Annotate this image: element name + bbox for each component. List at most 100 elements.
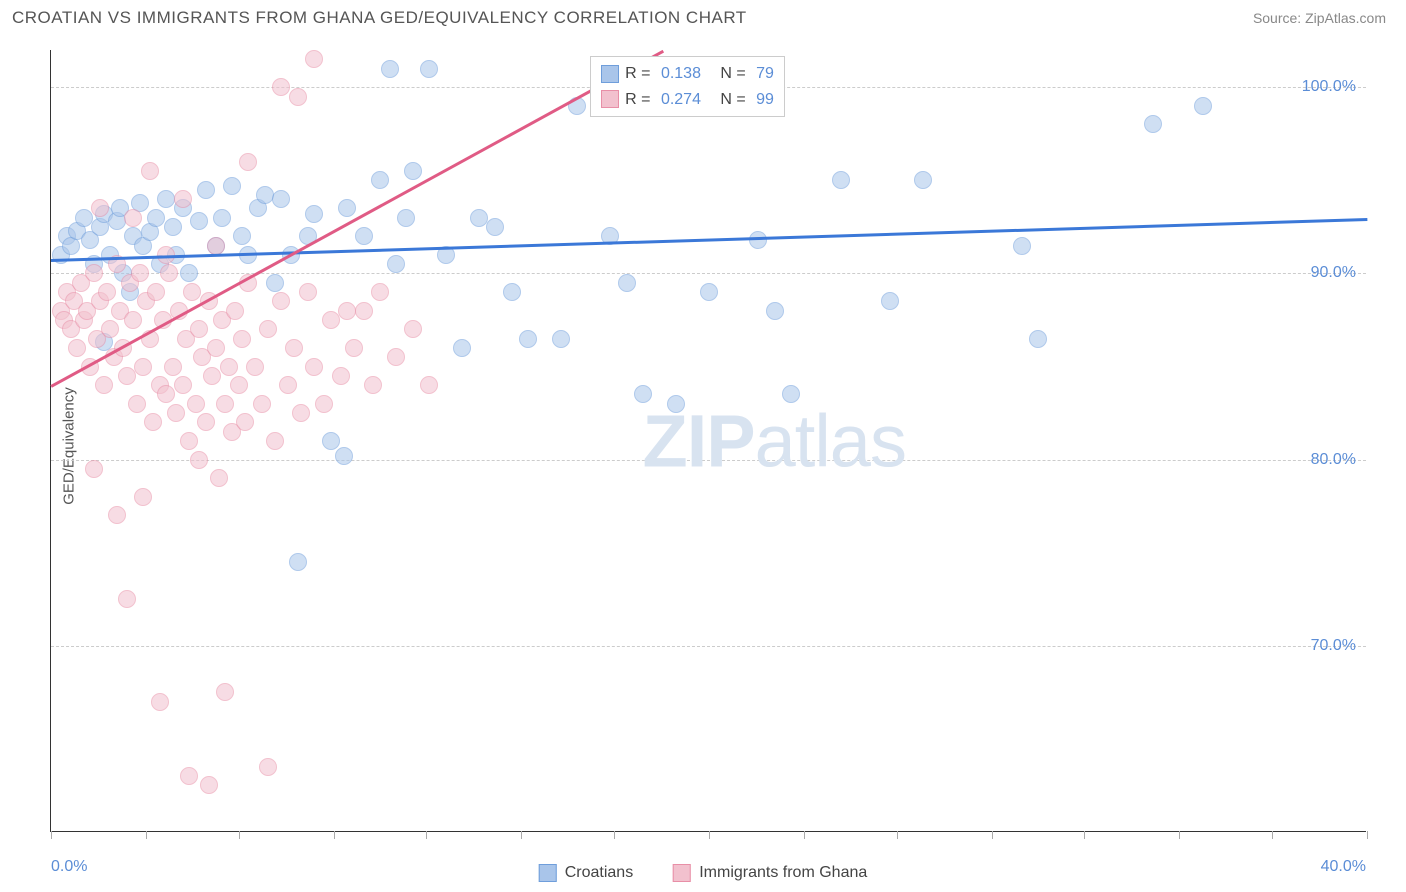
- scatter-point: [272, 292, 290, 310]
- x-tick: [897, 831, 898, 839]
- x-tick: [334, 831, 335, 839]
- scatter-point: [387, 255, 405, 273]
- scatter-point: [404, 320, 422, 338]
- legend-swatch: [601, 65, 619, 83]
- scatter-point: [371, 283, 389, 301]
- stats-legend-row: R = 0.274 N = 99: [601, 87, 774, 113]
- scatter-point: [881, 292, 899, 310]
- scatter-point: [272, 78, 290, 96]
- legend-r-label: R =: [625, 87, 655, 113]
- scatter-point: [147, 209, 165, 227]
- scatter-point: [230, 376, 248, 394]
- scatter-point: [164, 358, 182, 376]
- scatter-point: [470, 209, 488, 227]
- scatter-point: [233, 330, 251, 348]
- scatter-point: [134, 488, 152, 506]
- x-tick: [426, 831, 427, 839]
- scatter-point: [174, 376, 192, 394]
- scatter-point: [322, 432, 340, 450]
- scatter-point: [782, 385, 800, 403]
- x-tick-label: 40.0%: [1321, 858, 1366, 876]
- x-tick: [239, 831, 240, 839]
- scatter-point: [766, 302, 784, 320]
- scatter-point: [292, 404, 310, 422]
- legend-r-value: 0.274: [661, 87, 701, 113]
- scatter-point: [355, 227, 373, 245]
- scatter-point: [305, 205, 323, 223]
- legend-item: Immigrants from Ghana: [673, 864, 867, 882]
- trend-line: [50, 50, 663, 387]
- scatter-point: [749, 231, 767, 249]
- scatter-point: [503, 283, 521, 301]
- scatter-point: [420, 376, 438, 394]
- scatter-point: [667, 395, 685, 413]
- scatter-point: [453, 339, 471, 357]
- scatter-point: [322, 311, 340, 329]
- scatter-point: [397, 209, 415, 227]
- x-tick: [804, 831, 805, 839]
- scatter-point: [124, 209, 142, 227]
- scatter-point: [210, 469, 228, 487]
- scatter-point: [157, 385, 175, 403]
- scatter-point: [236, 413, 254, 431]
- x-tick: [709, 831, 710, 839]
- scatter-point: [180, 767, 198, 785]
- scatter-point: [289, 88, 307, 106]
- scatter-point: [266, 432, 284, 450]
- scatter-point: [305, 358, 323, 376]
- scatter-point: [190, 320, 208, 338]
- legend-n-label: N =: [707, 87, 750, 113]
- scatter-point: [256, 186, 274, 204]
- scatter-point: [118, 590, 136, 608]
- x-tick: [1367, 831, 1368, 839]
- scatter-point: [98, 283, 116, 301]
- grid-line: [51, 460, 1366, 461]
- x-tick: [521, 831, 522, 839]
- scatter-point: [203, 367, 221, 385]
- scatter-point: [700, 283, 718, 301]
- scatter-point: [552, 330, 570, 348]
- scatter-chart: ZIPatlas 70.0%80.0%90.0%100.0%0.0%40.0%R…: [50, 50, 1366, 832]
- scatter-point: [190, 451, 208, 469]
- scatter-point: [164, 218, 182, 236]
- scatter-point: [332, 367, 350, 385]
- scatter-point: [239, 153, 257, 171]
- scatter-point: [118, 367, 136, 385]
- legend-r-value: 0.138: [661, 61, 701, 87]
- scatter-point: [335, 447, 353, 465]
- scatter-point: [167, 404, 185, 422]
- scatter-point: [259, 320, 277, 338]
- scatter-point: [272, 190, 290, 208]
- scatter-point: [364, 376, 382, 394]
- scatter-point: [216, 683, 234, 701]
- legend-series-name: Immigrants from Ghana: [699, 864, 867, 882]
- watermark: ZIPatlas: [643, 398, 906, 483]
- scatter-point: [200, 776, 218, 794]
- scatter-point: [618, 274, 636, 292]
- scatter-point: [108, 506, 126, 524]
- y-tick-label: 70.0%: [1311, 637, 1356, 655]
- scatter-point: [207, 339, 225, 357]
- scatter-point: [144, 413, 162, 431]
- scatter-point: [345, 339, 363, 357]
- scatter-point: [197, 181, 215, 199]
- legend-n-value: 79: [756, 61, 774, 87]
- scatter-point: [180, 432, 198, 450]
- scatter-point: [832, 171, 850, 189]
- scatter-point: [371, 171, 389, 189]
- stats-legend: R = 0.138 N = 79R = 0.274 N = 99: [590, 56, 785, 117]
- scatter-point: [387, 348, 405, 366]
- scatter-point: [220, 358, 238, 376]
- scatter-point: [519, 330, 537, 348]
- scatter-point: [355, 302, 373, 320]
- scatter-point: [223, 177, 241, 195]
- scatter-point: [174, 190, 192, 208]
- scatter-point: [1144, 115, 1162, 133]
- scatter-point: [289, 553, 307, 571]
- x-tick: [146, 831, 147, 839]
- legend-swatch: [539, 864, 557, 882]
- scatter-point: [190, 212, 208, 230]
- grid-line: [51, 646, 1366, 647]
- scatter-point: [187, 395, 205, 413]
- scatter-point: [226, 302, 244, 320]
